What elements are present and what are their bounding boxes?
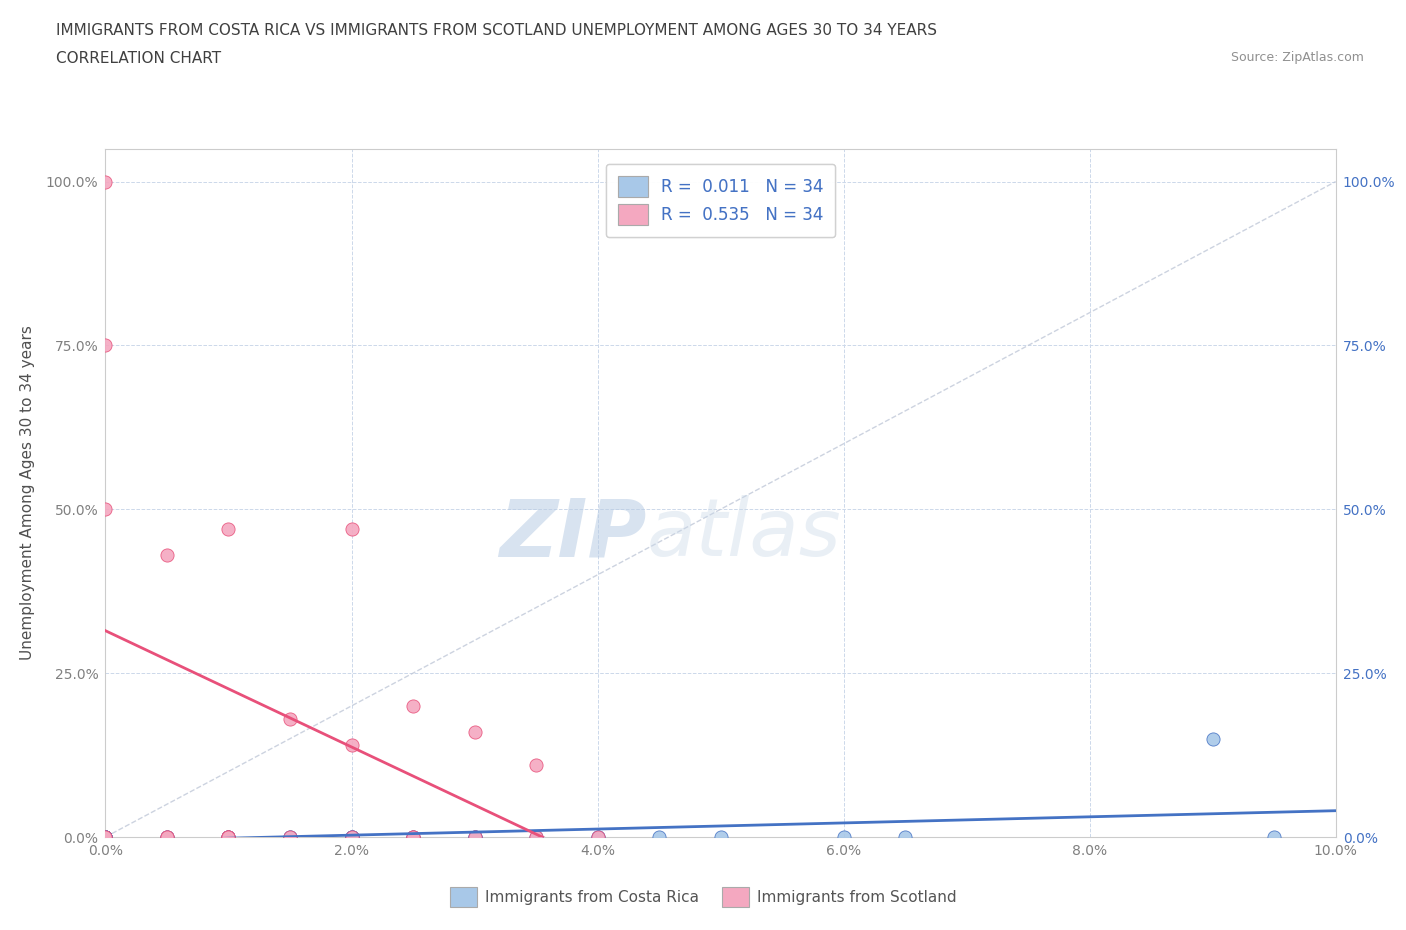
Point [278,830,301,844]
Text: CORRELATION CHART: CORRELATION CHART [56,51,221,66]
Point [218,830,240,844]
Point [94,830,117,844]
Point [156,830,179,844]
Point [524,830,547,844]
Point [464,830,486,844]
Point [340,737,363,752]
Point [218,830,240,844]
Point [586,830,609,844]
Point [524,757,547,772]
Point [464,830,486,844]
Point [218,830,240,844]
Point [340,830,363,844]
Point [894,830,917,844]
Point [402,830,425,844]
Point [1263,830,1285,844]
Point [464,830,486,844]
Point [94,830,117,844]
Point [218,522,240,537]
Point [156,830,179,844]
Point [94,830,117,844]
Point [94,502,117,517]
Point [1201,731,1223,746]
Point [156,830,179,844]
Legend: R =  0.011   N = 34, R =  0.535   N = 34: R = 0.011 N = 34, R = 0.535 N = 34 [606,164,835,237]
Point [402,830,425,844]
Point [586,830,609,844]
Point [94,830,117,844]
Point [218,830,240,844]
Legend: Immigrants from Costa Rica, Immigrants from Scotland: Immigrants from Costa Rica, Immigrants f… [443,882,963,913]
Point [218,830,240,844]
Text: atlas: atlas [647,495,842,573]
Point [832,830,855,844]
Point [278,830,301,844]
Point [340,830,363,844]
Point [402,698,425,713]
Point [94,338,117,352]
Point [94,174,117,189]
Point [710,830,733,844]
Point [402,830,425,844]
Point [340,830,363,844]
Point [278,830,301,844]
Y-axis label: Unemployment Among Ages 30 to 34 years: Unemployment Among Ages 30 to 34 years [20,326,35,660]
Point [402,830,425,844]
Point [464,830,486,844]
Point [464,724,486,739]
Point [94,830,117,844]
Point [156,830,179,844]
Point [586,830,609,844]
Point [94,830,117,844]
Point [340,522,363,537]
Point [94,830,117,844]
Point [94,830,117,844]
Text: Source: ZipAtlas.com: Source: ZipAtlas.com [1230,51,1364,64]
Point [340,830,363,844]
Point [218,830,240,844]
Point [94,830,117,844]
Point [340,830,363,844]
Point [524,830,547,844]
Point [278,711,301,726]
Text: ZIP: ZIP [499,495,647,573]
Point [94,830,117,844]
Text: IMMIGRANTS FROM COSTA RICA VS IMMIGRANTS FROM SCOTLAND UNEMPLOYMENT AMONG AGES 3: IMMIGRANTS FROM COSTA RICA VS IMMIGRANTS… [56,23,938,38]
Point [156,548,179,563]
Point [648,830,671,844]
Point [94,830,117,844]
Point [94,830,117,844]
